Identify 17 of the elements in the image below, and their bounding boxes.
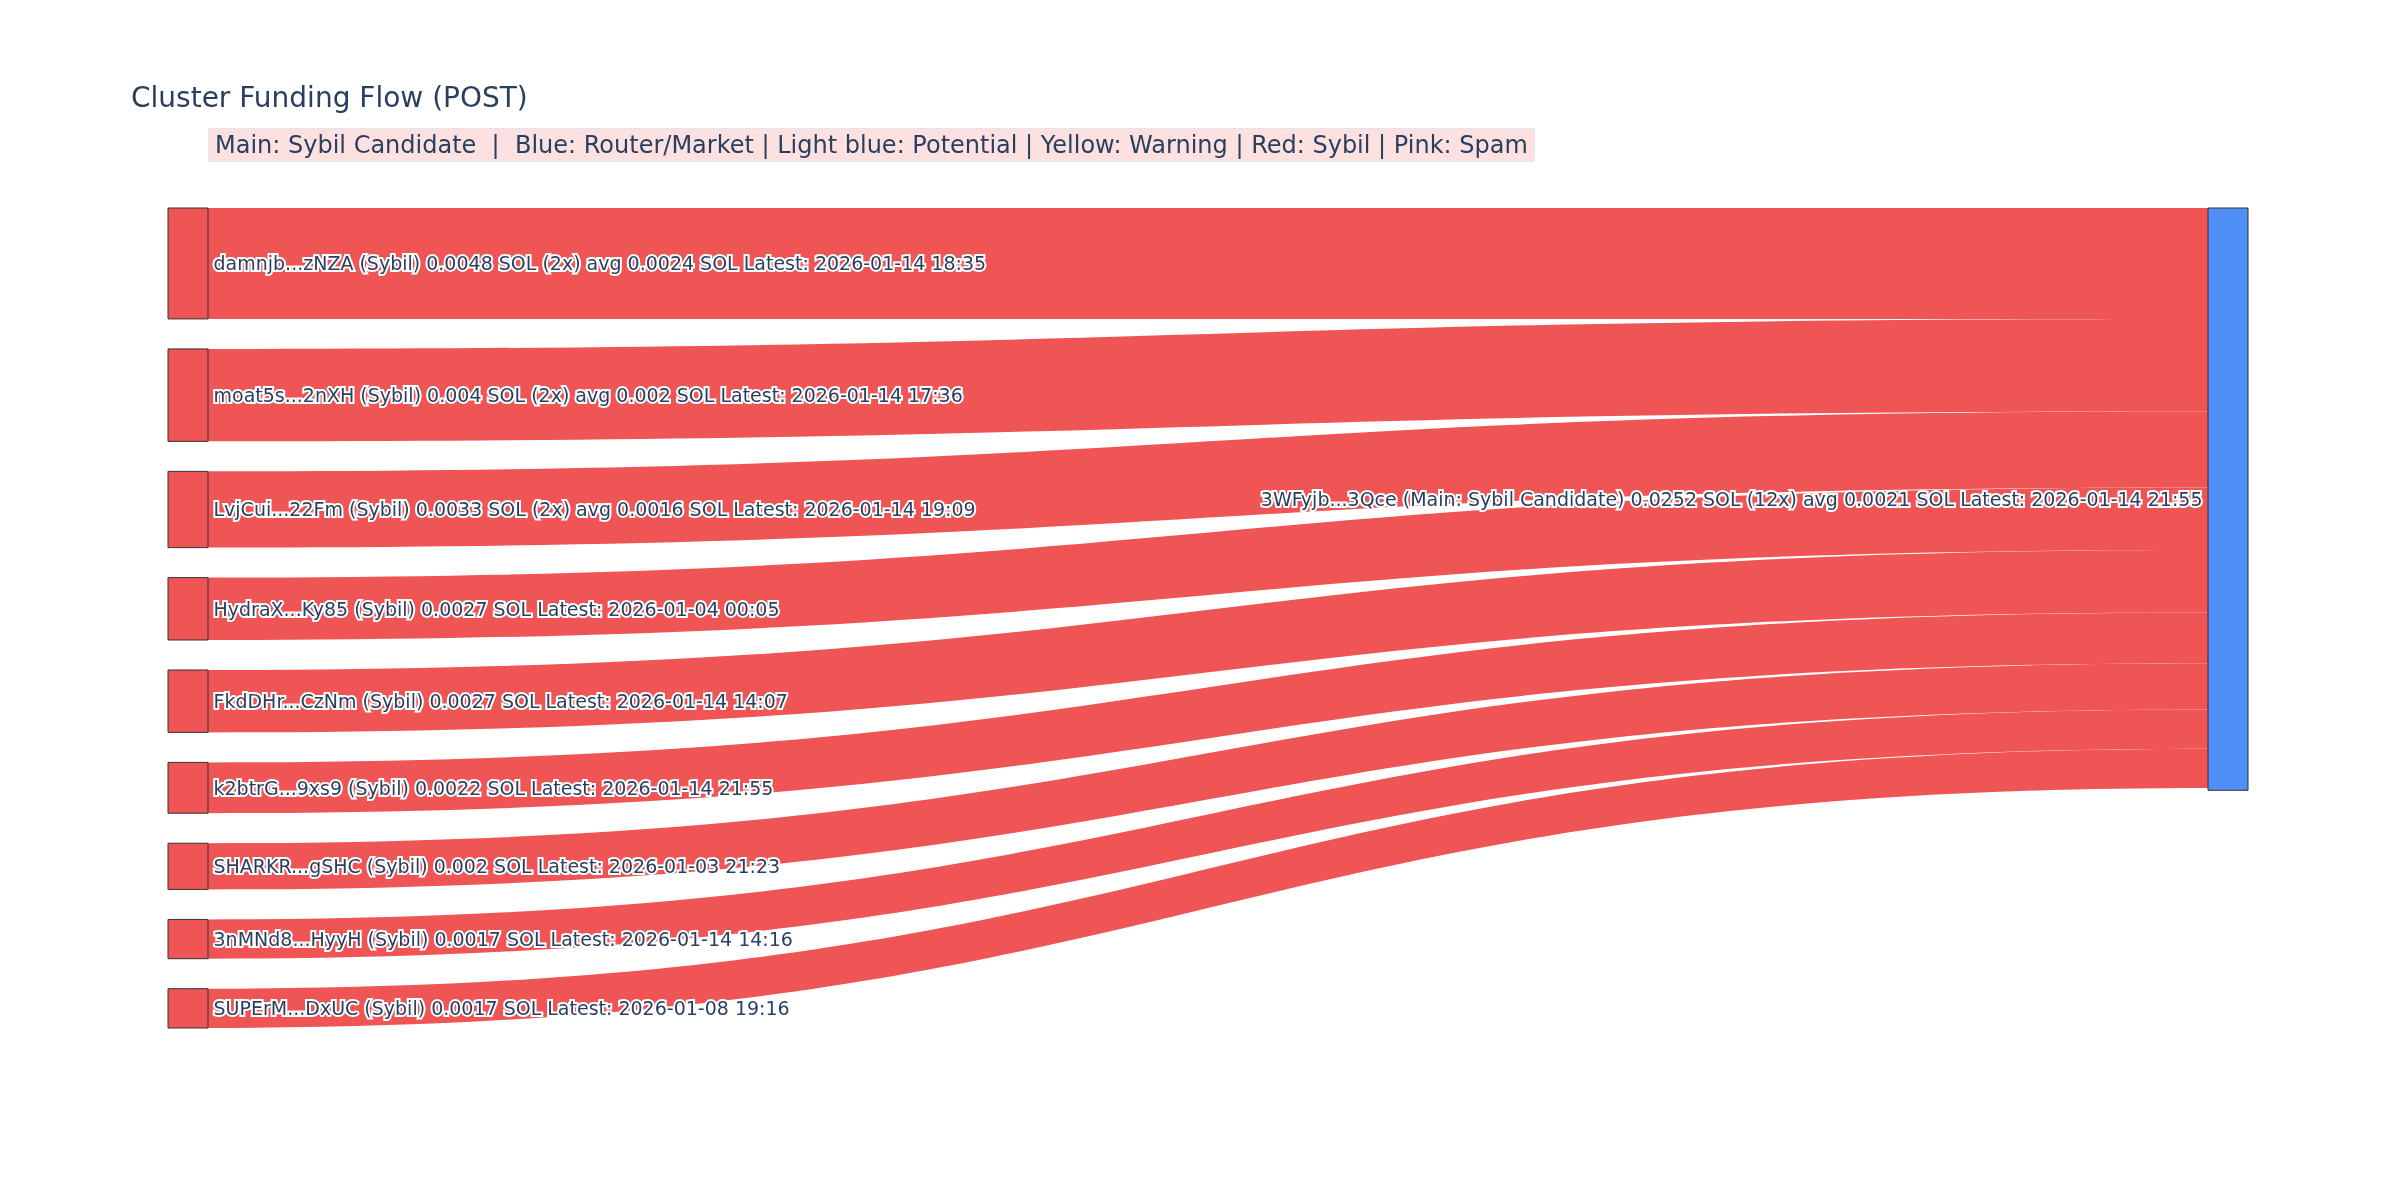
category-label: LvjCui...22Fm (Sybil)	[213, 498, 410, 521]
text: Main: Sybil Candidate | Blue: Router/Market | Light blue: Potential | Yellow: Warning | Red: Sybil | Pink: Spam	[215, 131, 1528, 159]
category-label: k2btrG...9xs9 (Sybil)	[213, 776, 409, 799]
data-label: 0.0033 SOL (2x) avg 0.0016 SOL Latest: 2026-01-14 19:09	[415, 498, 976, 521]
category-label: damnjb...zNZA (Sybil)	[213, 252, 421, 275]
category-label: moat5s...2nXH (Sybil)	[213, 384, 422, 407]
category-label: SUPErM...DxUC (Sybil)	[213, 997, 426, 1020]
category-label: FkdDHr...CzNm (Sybil)	[213, 690, 424, 713]
data-label: 0.0027 SOL Latest: 2026-01-04 00:05	[421, 597, 780, 620]
category-label: SHARKR...gSHC (Sybil)	[213, 855, 428, 878]
data-label: 0.0048 SOL (2x) avg 0.0024 SOL Latest: 2026-01-14 18:35	[426, 252, 987, 275]
category-label: HydraX...Ky85 (Sybil)	[213, 597, 415, 620]
category-label: 3nMNd8...HyyH (Sybil)	[213, 928, 429, 951]
data-label: 0.004 SOL (2x) avg 0.002 SOL Latest: 2026-01-14 17:36	[427, 384, 963, 407]
text: Cluster Funding Flow (POST)	[131, 80, 528, 114]
data-label: 0.0027 SOL Latest: 2026-01-14 14:07	[429, 690, 788, 713]
data-label: 0.0022 SOL Latest: 2026-01-14 21:55	[414, 776, 774, 799]
